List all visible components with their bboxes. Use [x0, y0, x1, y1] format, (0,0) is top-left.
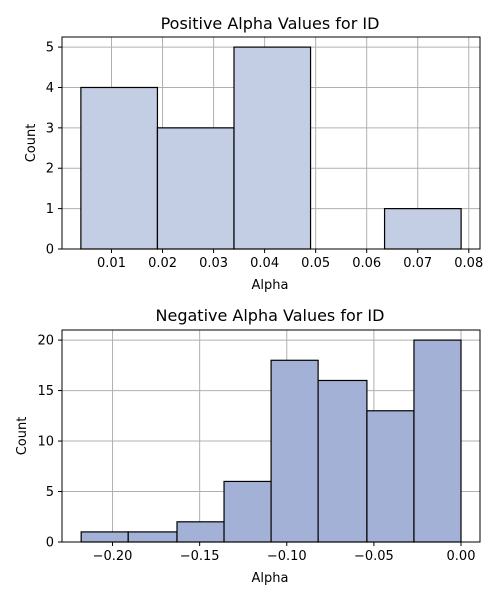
ticks: −0.20 −0.15 −0.10 −0.05 0.00 0 5 10 15 20 [37, 334, 475, 564]
histogram-bar [156, 127, 235, 250]
x-tick-label: −0.10 [267, 549, 307, 564]
histogram-bar [233, 46, 312, 250]
y-tick-label: 2 [46, 162, 54, 177]
x-tick-label: 0.03 [199, 256, 228, 271]
ticks: 0.01 0.02 0.03 0.04 0.05 0.06 0.07 0.08 0 1 2 3 4 5 [46, 41, 484, 271]
histogram-bar [127, 531, 178, 543]
x-tick-label: 0.05 [301, 256, 330, 271]
y-tick-label: 5 [46, 41, 54, 56]
y-tick-label: 1 [46, 202, 54, 217]
x-axis-label: Alpha [252, 571, 289, 586]
y-tick-label: 0 [46, 243, 54, 258]
x-tick-label: 0.01 [97, 256, 126, 271]
y-tick-label: 4 [46, 81, 54, 96]
x-axis-label: Alpha [252, 278, 289, 293]
bars [80, 339, 462, 543]
positive-alpha-histogram: Positive Alpha Values for ID 0.01 0.02 0.0… [24, 14, 483, 293]
histogram-bar [413, 339, 462, 543]
y-tick-label: 3 [46, 121, 54, 136]
plot-frame [61, 329, 481, 543]
histogram-bar [176, 521, 225, 543]
chart-title: Negative Alpha Values for ID [156, 306, 385, 325]
x-tick-label: 0.00 [447, 549, 476, 564]
histogram-bar [223, 480, 272, 543]
negative-alpha-histogram: Negative Alpha Values for ID −0.20 −0.15−… [15, 306, 481, 586]
y-tick-label: 5 [46, 485, 54, 500]
plot-frame [61, 36, 481, 250]
histogram-bar [366, 410, 415, 543]
x-tick-label: 0.02 [148, 256, 177, 271]
histogram-bar [383, 208, 462, 250]
y-tick-label: 10 [37, 435, 54, 450]
bars [80, 46, 462, 250]
chart-title: Positive Alpha Values for ID [161, 14, 380, 33]
y-axis-label: Count [15, 417, 30, 456]
x-tick-label: 0.07 [403, 256, 432, 271]
histogram-bar [270, 359, 319, 543]
x-tick-label: −0.20 [93, 549, 133, 564]
x-tick-label: 0.04 [250, 256, 279, 271]
y-axis-label: Count [24, 124, 39, 163]
y-tick-label: 20 [37, 334, 54, 349]
x-tick-label: −0.05 [354, 549, 394, 564]
y-tick-label: 0 [46, 536, 54, 551]
histogram-bar [80, 86, 159, 250]
x-tick-label: −0.15 [180, 549, 220, 564]
histogram-bar [80, 531, 129, 543]
histogram-bar [317, 379, 368, 543]
y-tick-label: 15 [37, 384, 54, 399]
x-tick-label: 0.06 [352, 256, 381, 271]
x-tick-label: 0.08 [454, 256, 483, 271]
